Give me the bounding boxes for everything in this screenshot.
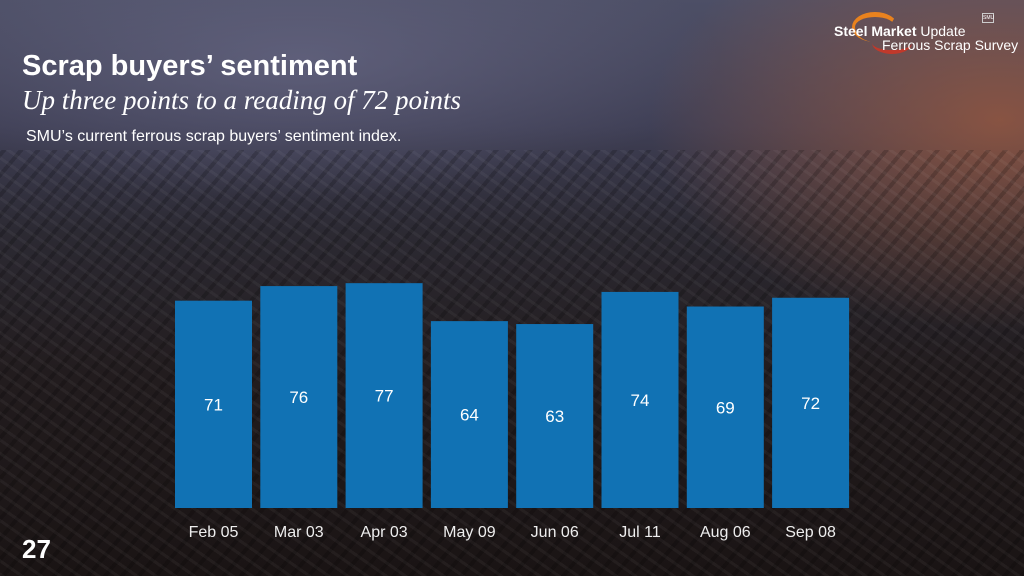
bar: [175, 300, 252, 508]
data-label: 77: [375, 387, 394, 406]
data-label: 63: [545, 407, 564, 426]
logo-badge: SMU: [982, 13, 995, 23]
x-tick-label: Jul 11: [619, 524, 661, 541]
background-image: [0, 150, 1024, 576]
bar: [772, 297, 850, 508]
data-label: 69: [716, 398, 735, 417]
data-label: 72: [801, 394, 820, 413]
x-tick-label: Jun 06: [531, 524, 579, 541]
bar: [430, 321, 508, 508]
bar: [516, 324, 594, 508]
bar: [686, 306, 764, 508]
slide-subtitle: Up three points to a reading of 72 point…: [22, 85, 461, 115]
logo-subtext: Ferrous Scrap Survey: [882, 37, 1019, 53]
x-tick-label: Mar 03: [274, 524, 324, 541]
x-tick-label: Sep 08: [785, 524, 836, 541]
logo-arc-icon: [872, 32, 912, 54]
bar: [260, 286, 338, 508]
x-tick-label: Aug 06: [700, 524, 751, 541]
data-label: 71: [204, 395, 223, 414]
x-tick-label: Feb 05: [189, 524, 239, 541]
chart-description: SMU’s current ferrous scrap buyers’ sent…: [26, 128, 402, 145]
logo-text-light: Update: [920, 23, 966, 39]
data-label: 64: [460, 406, 479, 425]
logo-text-bold: Steel Market: [834, 23, 917, 39]
bar: [345, 283, 423, 508]
x-tick-label: May 09: [443, 524, 496, 541]
bar: [601, 291, 679, 508]
data-label: 76: [289, 388, 308, 407]
page-number: 27: [22, 534, 51, 564]
x-tick-label: Apr 03: [361, 524, 408, 541]
data-label: 74: [631, 391, 650, 410]
logo-arc-icon: [852, 12, 898, 42]
slide-title: Scrap buyers’ sentiment: [22, 50, 358, 82]
